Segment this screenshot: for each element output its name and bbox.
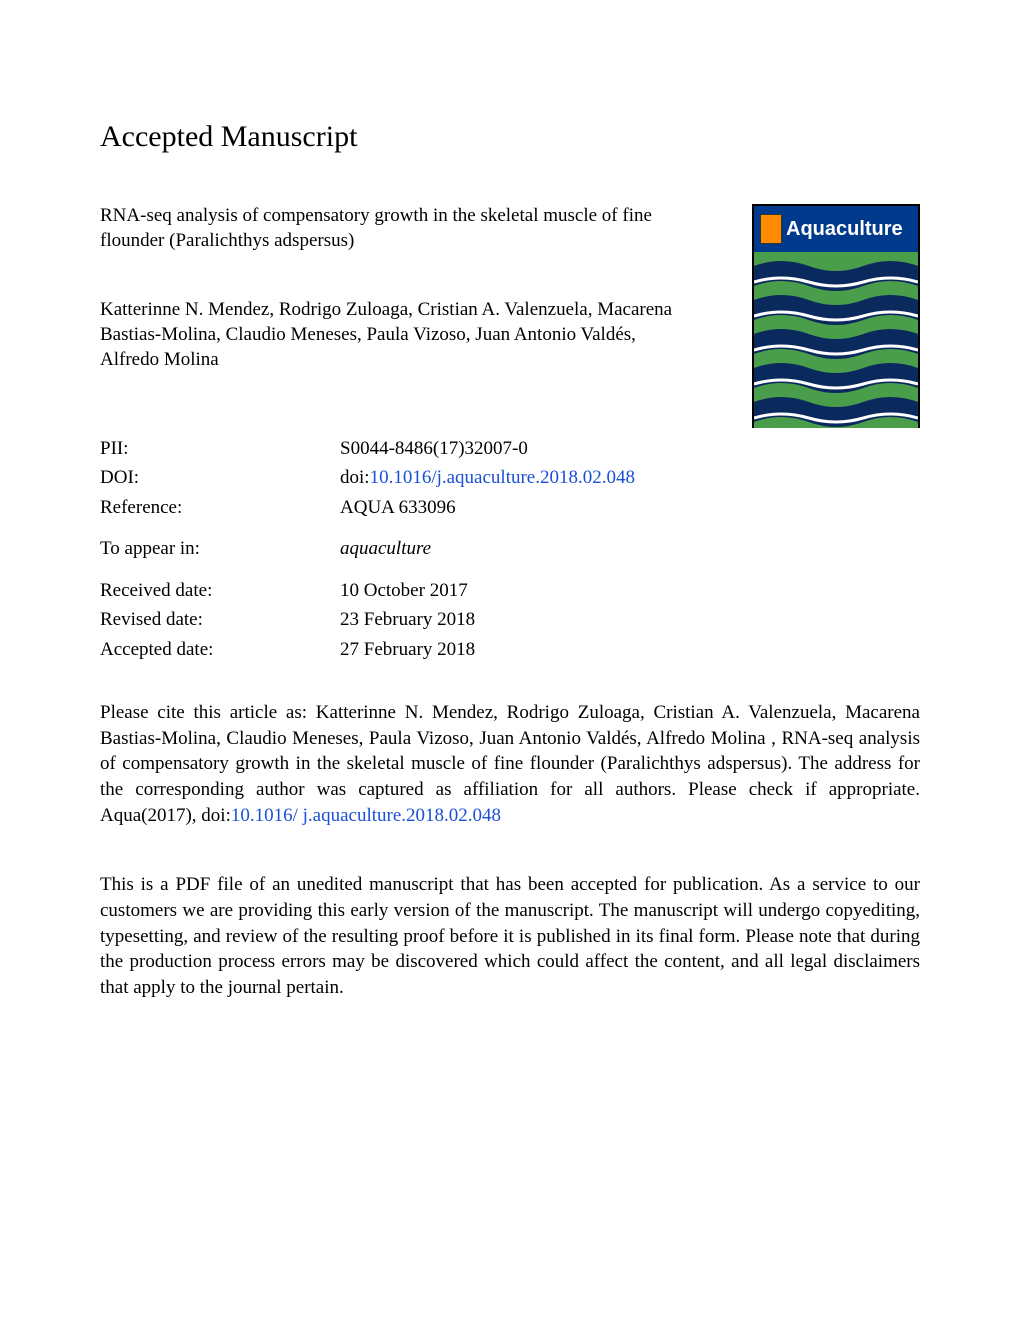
meta-row-received: Received date: 10 October 2017	[100, 576, 920, 605]
meta-value: 10 October 2017	[340, 576, 468, 605]
meta-value: 27 February 2018	[340, 635, 475, 664]
publisher-logo-icon	[760, 214, 782, 244]
journal-cover-header: Aquaculture	[754, 206, 918, 252]
article-title: RNA-seq analysis of compensatory growth …	[100, 204, 690, 253]
meta-label: Revised date:	[100, 605, 340, 634]
doi-link[interactable]: 10.1016/j.aquaculture.2018.02.048	[370, 467, 635, 488]
meta-value: 23 February 2018	[340, 605, 475, 634]
meta-label: Received date:	[100, 576, 340, 605]
meta-label: PII:	[100, 434, 340, 463]
meta-row-accepted: Accepted date: 27 February 2018	[100, 635, 920, 664]
meta-row-pii: PII: S0044-8486(17)32007-0	[100, 434, 920, 463]
meta-label: Reference:	[100, 493, 340, 522]
citation-paragraph: Please cite this article as: Katterinne …	[100, 700, 920, 828]
meta-row-reference: Reference: AQUA 633096	[100, 493, 920, 522]
journal-cover-title: Aquaculture	[786, 218, 903, 241]
meta-label: DOI:	[100, 463, 340, 492]
meta-value: AQUA 633096	[340, 493, 456, 522]
meta-value: S0044-8486(17)32007-0	[340, 434, 528, 463]
journal-cover: Aquaculture	[752, 204, 920, 428]
meta-row-appear: To appear in: aquaculture	[100, 534, 920, 563]
meta-value: aquaculture	[340, 534, 431, 563]
top-section: RNA-seq analysis of compensatory growth …	[100, 204, 920, 424]
metadata-table: PII: S0044-8486(17)32007-0 DOI: doi:10.1…	[100, 434, 920, 664]
citation-text: Please cite this article as: Katterinne …	[100, 702, 920, 826]
meta-label: Accepted date:	[100, 635, 340, 664]
journal-cover-art	[754, 252, 918, 428]
doi-prefix: doi:	[340, 467, 370, 488]
disclaimer-paragraph: This is a PDF file of an unedited manusc…	[100, 872, 920, 1000]
accepted-manuscript-heading: Accepted Manuscript	[100, 120, 920, 154]
meta-row-revised: Revised date: 23 February 2018	[100, 605, 920, 634]
article-authors: Katterinne N. Mendez, Rodrigo Zuloaga, C…	[100, 298, 690, 372]
citation-doi-link[interactable]: 10.1016/ j.aquaculture.2018.02.048	[231, 805, 501, 826]
meta-label: To appear in:	[100, 534, 340, 563]
meta-row-doi: DOI: doi:10.1016/j.aquaculture.2018.02.0…	[100, 463, 920, 492]
meta-value: doi:10.1016/j.aquaculture.2018.02.048	[340, 463, 635, 492]
